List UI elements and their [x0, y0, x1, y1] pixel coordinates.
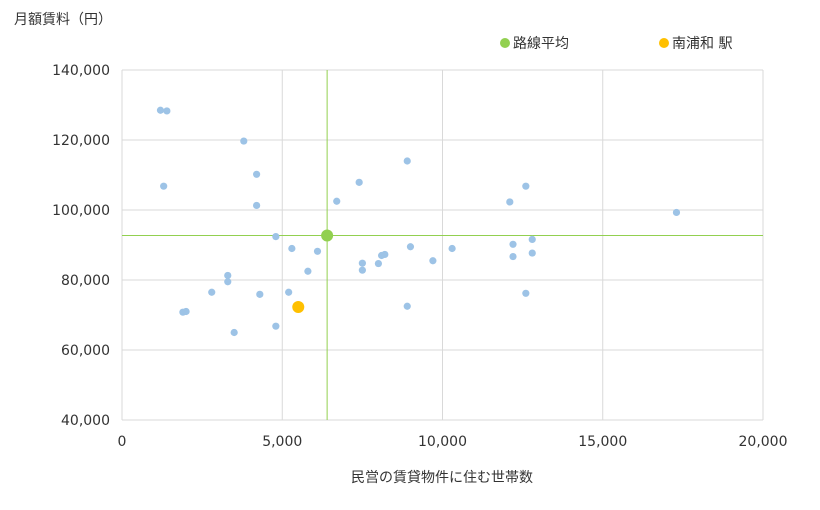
- station-point: [272, 233, 280, 241]
- data-points: [156, 106, 681, 337]
- station-point: [528, 235, 536, 243]
- legend-label-minami-urawa: 南浦和 駅: [672, 36, 732, 52]
- station-point: [358, 259, 366, 267]
- station-point: [448, 244, 456, 253]
- station-point: [230, 328, 238, 337]
- station-point: [288, 244, 296, 253]
- station-point: [224, 271, 232, 280]
- station-point: [522, 289, 530, 297]
- route-average-point: [321, 229, 334, 242]
- station-point: [182, 307, 190, 316]
- y-tick-label: 40,000: [61, 413, 110, 429]
- station-point: [304, 267, 312, 275]
- station-point: [381, 250, 389, 259]
- station-point: [253, 170, 261, 178]
- station-point: [208, 288, 216, 296]
- minami-urawa-point: [292, 300, 305, 313]
- legend: 路線平均 南浦和 駅: [500, 36, 732, 52]
- station-point: [256, 290, 264, 298]
- station-point: [163, 107, 171, 115]
- station-point: [403, 302, 411, 310]
- legend-marker-route-average: [500, 38, 510, 48]
- station-point: [160, 182, 168, 190]
- legend-marker-minami-urawa: [659, 38, 669, 48]
- station-point: [509, 240, 517, 248]
- station-point: [272, 322, 280, 330]
- station-point: [672, 208, 681, 217]
- y-tick-label: 60,000: [61, 343, 110, 359]
- average-crosshair: [122, 70, 763, 420]
- station-point: [224, 278, 232, 286]
- station-point: [522, 182, 530, 190]
- station-point: [285, 288, 293, 296]
- station-point: [509, 252, 517, 261]
- x-tick-label: 5,000: [262, 434, 302, 450]
- y-tick-label: 120,000: [52, 133, 110, 149]
- x-tick-label: 10,000: [418, 434, 467, 450]
- y-tick-label: 140,000: [52, 63, 110, 79]
- legend-item-route-average: 路線平均: [500, 36, 569, 52]
- station-point: [374, 259, 382, 268]
- x-axis-title: 民営の賃貸物件に住む世帯数: [351, 470, 533, 486]
- station-point: [313, 247, 322, 255]
- x-tick-label: 0: [118, 434, 127, 450]
- y-tick-label: 100,000: [52, 203, 110, 219]
- tick-labels: 40,000 60,000 80,000 100,000 120,000 140,000 0…: [52, 63, 787, 450]
- station-point: [333, 197, 341, 205]
- station-point: [156, 106, 165, 114]
- x-tick-label: 20,000: [739, 434, 788, 450]
- legend-item-minami-urawa: 南浦和 駅: [659, 36, 732, 52]
- y-axis-title: 月額賃料（円）: [14, 12, 112, 28]
- station-point: [403, 157, 411, 165]
- station-point: [358, 266, 366, 274]
- station-point: [528, 249, 536, 257]
- x-tick-label: 15,000: [578, 434, 627, 450]
- station-point: [429, 257, 437, 265]
- station-point: [506, 198, 514, 206]
- station-point: [406, 243, 415, 251]
- station-point: [253, 201, 261, 210]
- y-tick-label: 80,000: [61, 273, 110, 289]
- legend-label-route-average: 路線平均: [513, 36, 569, 52]
- station-point: [240, 137, 248, 145]
- station-point: [355, 178, 363, 186]
